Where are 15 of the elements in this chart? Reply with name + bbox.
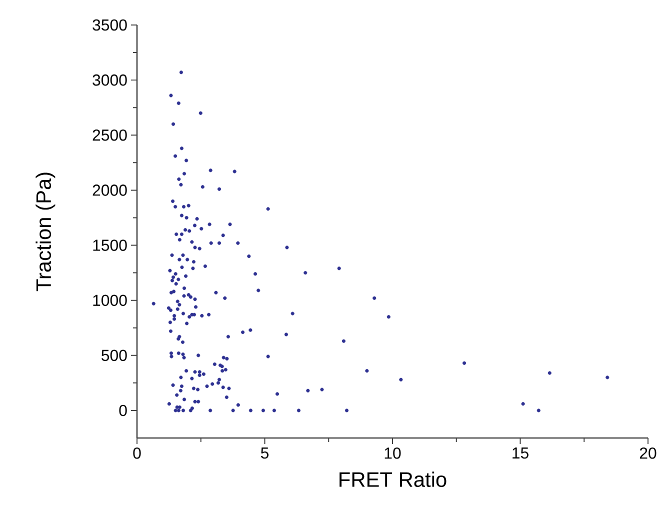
y-axis-title: Traction (Pa) bbox=[36, 172, 56, 292]
x-tick-label: 15 bbox=[512, 448, 528, 459]
y-tick-label: 2000 bbox=[92, 184, 127, 196]
y-tick-label: 3500 bbox=[92, 19, 127, 31]
x-axis-title: FRET Ratio bbox=[340, 472, 446, 488]
y-tick-label: 1500 bbox=[93, 240, 127, 251]
x-tick-label: 10 bbox=[384, 448, 401, 459]
x-tick-label: 20 bbox=[640, 448, 656, 459]
x-tick-label: 5 bbox=[260, 448, 269, 459]
y-tick-label: 3000 bbox=[92, 74, 127, 86]
y-tick-label: 2500 bbox=[92, 129, 127, 141]
y-tick-label: 500 bbox=[102, 350, 127, 362]
y-tick-label: 0 bbox=[119, 404, 127, 416]
y-tick-label: 1000 bbox=[93, 294, 127, 306]
x-tick-label: 0 bbox=[133, 448, 141, 459]
